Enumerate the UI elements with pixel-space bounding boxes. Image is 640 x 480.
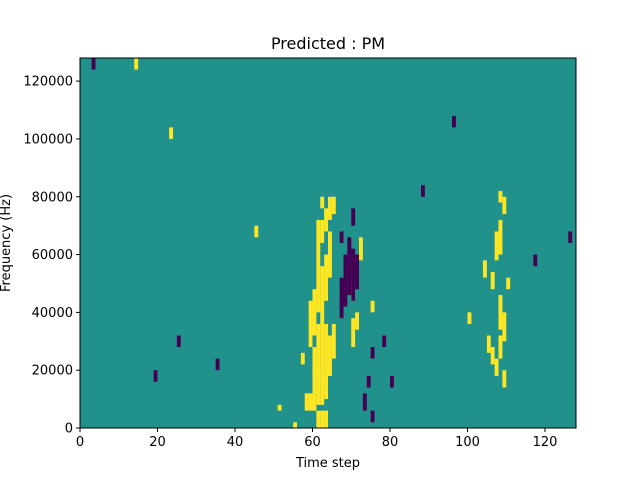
heatmap-cell — [494, 231, 499, 261]
y-tick-label: 120000 — [23, 75, 73, 90]
heatmap-cell — [339, 277, 344, 319]
heatmap-cell — [331, 323, 336, 359]
heatmap-cell — [312, 381, 317, 411]
heatmap-cells — [80, 58, 576, 428]
heatmap-cell — [312, 289, 317, 336]
heatmap-cell — [498, 335, 503, 359]
y-axis-title: Frequency (Hz) — [0, 194, 14, 292]
heatmap-cell — [320, 266, 325, 313]
plot-frame — [79, 57, 577, 429]
heatmap-cell — [328, 196, 332, 220]
heatmap-cell — [339, 231, 344, 243]
heatmap-cell — [308, 393, 313, 411]
heatmap-cell — [382, 335, 387, 348]
heatmap-cell — [502, 370, 507, 388]
x-tick-label: 120 — [533, 435, 558, 450]
heatmap-cell — [359, 237, 363, 261]
heatmap-cell — [343, 254, 348, 307]
heatmap-cell — [498, 219, 503, 255]
heatmap-cell — [370, 300, 375, 313]
heatmap-cell — [328, 231, 332, 278]
heatmap-cell — [370, 347, 375, 359]
heatmap-cell — [169, 127, 174, 139]
x-tick-label: 20 — [149, 435, 166, 450]
heatmap-cell — [351, 318, 356, 348]
heatmap-cell — [331, 196, 336, 215]
heatmap-cell — [320, 410, 325, 428]
heatmap-cell — [490, 271, 495, 290]
heatmap-cell — [347, 243, 352, 267]
heatmap-cell — [324, 208, 329, 232]
x-tick-label: 40 — [227, 435, 244, 450]
heatmap-cell — [467, 312, 472, 324]
heatmap-cell — [312, 347, 317, 382]
x-axis-title: Time step — [295, 456, 360, 471]
heatmap-cell — [153, 370, 158, 382]
heatmap-cell — [502, 312, 507, 342]
heatmap-cell — [498, 295, 503, 330]
heatmap-cell — [316, 219, 321, 255]
heatmap-cell — [277, 404, 282, 411]
y-tick-label: 40000 — [32, 306, 73, 321]
heatmap-cell — [134, 58, 139, 70]
y-tick-label: 20000 — [32, 364, 73, 379]
heatmap-cell — [351, 248, 356, 301]
y-tick-label: 100000 — [23, 132, 73, 147]
chart-title: Predicted : PM — [271, 34, 385, 53]
heatmap-cell — [483, 260, 487, 278]
heatmap-cell — [316, 323, 321, 376]
heatmap-cell — [452, 115, 456, 128]
heatmap-cell — [486, 335, 491, 353]
x-tick-label: 80 — [382, 435, 399, 450]
heatmap-cell — [324, 254, 329, 301]
heatmap-cell — [91, 58, 96, 70]
x-tick-label: 100 — [455, 435, 480, 450]
heatmap-cell — [320, 370, 325, 405]
heatmap-cell — [254, 225, 259, 238]
heatmap-cell — [506, 277, 511, 290]
heatmap-cell — [502, 196, 507, 215]
heatmap-cell — [355, 312, 360, 330]
heatmap-cell — [328, 335, 332, 376]
heatmap-cell — [316, 370, 321, 405]
heatmap-cell — [490, 347, 495, 365]
heatmap-cell — [324, 410, 329, 428]
heatmap-cell — [366, 375, 371, 388]
heatmap-cell — [498, 190, 503, 203]
y-tick-label: 0 — [65, 422, 73, 437]
x-tick-label: 0 — [76, 435, 84, 450]
heatmap-cell — [351, 208, 356, 226]
y-axis: 0 20000 40000 60000 80000 100000 120000 — [23, 75, 80, 437]
y-tick-label: 60000 — [32, 248, 73, 263]
x-tick-label: 60 — [304, 435, 321, 450]
heatmap-cell — [421, 185, 425, 197]
heatmap-cell — [308, 300, 313, 348]
heatmap-cell — [533, 254, 538, 267]
heatmap-cell — [390, 375, 394, 388]
x-axis: 0 20 40 60 80 100 120 — [76, 428, 558, 450]
heatmap-cell — [370, 410, 375, 423]
heatmap-cell — [293, 422, 298, 428]
heatmap-cell — [300, 352, 305, 365]
heatmap-cell — [320, 219, 325, 244]
heatmap-cell — [316, 254, 321, 313]
heatmap-cell — [215, 358, 220, 371]
heatmap-cell — [304, 393, 309, 411]
heatmap-cell — [316, 410, 321, 428]
heatmap-cell — [494, 358, 499, 376]
y-tick-label: 80000 — [32, 190, 73, 205]
heatmap-cell — [568, 231, 573, 243]
heatmap-cell — [320, 312, 325, 371]
heatmap-cell — [320, 196, 325, 209]
heatmap-cell — [355, 254, 360, 290]
heatmap-cell — [324, 323, 329, 382]
heatmap-cell — [176, 335, 181, 348]
heatmap-cell — [324, 375, 329, 400]
heatmap-cell — [362, 393, 367, 411]
